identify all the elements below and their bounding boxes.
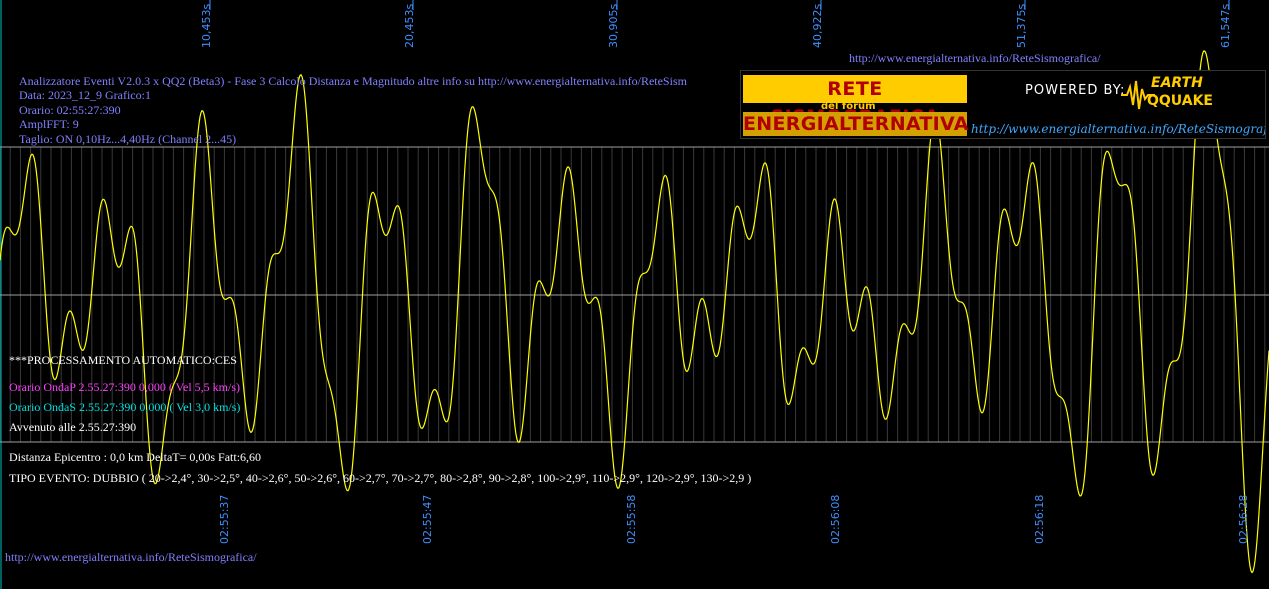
logo-earth-text: EARTH bbox=[1151, 75, 1203, 91]
bottom-time-label: 02:56:18 bbox=[1033, 494, 1046, 544]
header-date: Data: 2023_12_9 Grafico:1 bbox=[19, 88, 151, 102]
top-time-label: 10,453s bbox=[200, 3, 213, 48]
top-time-label: 61,547s bbox=[1219, 3, 1232, 48]
seismic-trace bbox=[0, 50, 1269, 574]
onda-s-time: Orario OndaS 2.55.27:390 0,000 ( Vel 3,0… bbox=[9, 400, 241, 414]
bottom-time-label: 02:55:37 bbox=[218, 494, 231, 544]
header-filter: Taglio: ON 0,10Hz...4,40Hz (Channel 2...… bbox=[19, 132, 237, 146]
rete-sismografica-logo: RETE SISMOGRAFICA del forum ENERGIALTERN… bbox=[740, 70, 1266, 139]
logo-qquake-text: QQUAKE bbox=[1147, 93, 1213, 109]
logo-forum-text: del forum bbox=[821, 101, 876, 112]
logo-powered-text: POWERED BY: bbox=[1025, 83, 1126, 98]
top-url: http://www.energialternativa.info/ReteSi… bbox=[849, 51, 1101, 65]
event-time: Avvenuto alle 2.55.27:390 bbox=[9, 420, 137, 434]
logo-energ-text: ENERGIALTERNATIVA bbox=[743, 112, 969, 136]
top-time-label: 30,905s bbox=[607, 3, 620, 48]
processing-title: ***PROCESSAMENTO AUTOMATICO:CES bbox=[9, 353, 237, 367]
top-time-label: 20,453s bbox=[403, 3, 416, 48]
bottom-time-label: 02:55:58 bbox=[625, 494, 638, 544]
header-title: Analizzatore Eventi V2.0.3 x QQ2 (Beta3)… bbox=[19, 74, 687, 88]
bottom-url: http://www.energialternativa.info/ReteSi… bbox=[5, 550, 257, 564]
epicenter-distance: Distanza Epicentro : 0,0 km DeltaT= 0,00… bbox=[9, 450, 262, 464]
seismograph-wave-icon bbox=[1121, 80, 1155, 110]
event-type: TIPO EVENTO: DUBBIO ( 20->2,4°, 30->2,5°… bbox=[9, 471, 752, 485]
onda-p-time: Orario OndaP 2.55.27:390 0,000 ( Vel 5,5… bbox=[9, 380, 240, 394]
logo-url-text: http://www.energialternativa.info/ReteSi… bbox=[971, 122, 1266, 136]
header-amplfft: AmplFFT: 9 bbox=[19, 117, 79, 131]
logo-left-panel: RETE SISMOGRAFICA del forum ENERGIALTERN… bbox=[741, 71, 969, 138]
top-time-label: 40,922s bbox=[811, 3, 824, 48]
time-tick-marks bbox=[209, 0, 1230, 10]
top-time-label: 51,375s bbox=[1015, 3, 1028, 48]
bottom-time-label: 02:55:47 bbox=[421, 494, 434, 544]
header-time: Orario: 02:55:27:390 bbox=[19, 103, 121, 117]
bottom-time-label: 02:56:08 bbox=[829, 494, 842, 544]
logo-rete-text: RETE SISMOGRAFICA bbox=[743, 75, 967, 128]
bottom-time-label: 02:56:28 bbox=[1237, 494, 1250, 544]
